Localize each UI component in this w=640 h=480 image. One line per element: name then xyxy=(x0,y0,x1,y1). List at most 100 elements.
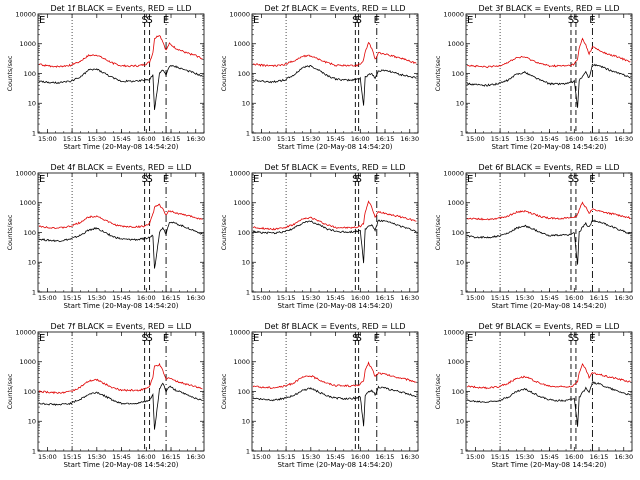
y-tick-label: 1000 xyxy=(19,358,36,366)
marker-label-e1: E xyxy=(467,174,473,185)
x-tick-label: 16:30 xyxy=(186,453,205,461)
x-tick-label: 16:30 xyxy=(186,294,205,302)
panel-title: Det 4f BLACK = Events, RED = LLD xyxy=(50,163,191,172)
marker-label-s2: S xyxy=(355,15,361,26)
events-series-line xyxy=(252,219,417,264)
marker-label-s2: S xyxy=(573,333,579,344)
plot-frame xyxy=(37,13,205,134)
events-series-line xyxy=(38,65,203,110)
x-tick-label: 16:15 xyxy=(376,294,395,302)
marker-label-e1: E xyxy=(253,333,259,344)
x-axis-label: Start Time (20-May-08 14:54:20) xyxy=(277,143,392,151)
detector-panel-4: Det 4f BLACK = Events, RED = LLD 1 10 100 10… xyxy=(6,163,205,310)
marker-label-e1: E xyxy=(39,174,45,185)
marker-label-s2: S xyxy=(355,174,361,185)
x-tick-label: 15:45 xyxy=(112,453,131,461)
x-axis-label: Start Time (20-May-08 14:54:20) xyxy=(491,143,606,151)
marker-label-s1: S xyxy=(141,15,147,26)
marker-label-s1: S xyxy=(141,333,147,344)
x-tick-label: 15:00 xyxy=(466,135,485,143)
x-tick-label: 15:45 xyxy=(112,135,131,143)
x-tick-label: 15:00 xyxy=(466,294,485,302)
marker-label-e2: E xyxy=(589,333,595,344)
x-tick-label: 15:30 xyxy=(301,135,320,143)
y-tick-label: 10 xyxy=(456,418,464,426)
x-axis-label: Start Time (20-May-08 14:54:20) xyxy=(63,143,178,151)
lld-series-line xyxy=(38,203,203,230)
x-tick-label: 16:00 xyxy=(351,135,370,143)
panel-title: Det 5f BLACK = Events, RED = LLD xyxy=(264,163,405,172)
x-tick-label: 15:00 xyxy=(38,453,57,461)
y-tick-label: 10000 xyxy=(15,328,36,336)
x-tick-label: 15:45 xyxy=(326,453,345,461)
x-tick-label: 15:00 xyxy=(38,135,57,143)
y-axis-label: Counts/sec xyxy=(6,55,14,91)
marker-label-s2: S xyxy=(146,174,152,185)
y-tick-label: 10 xyxy=(242,259,250,267)
marker-label-s2: S xyxy=(355,333,361,344)
events-series-line xyxy=(38,382,203,430)
x-tick-label: 15:30 xyxy=(87,294,106,302)
plot-frame xyxy=(465,13,633,134)
lld-series-line xyxy=(252,361,417,389)
x-axis-label: Start Time (20-May-08 14:54:20) xyxy=(277,302,392,310)
plot-frame xyxy=(37,331,205,452)
x-tick-label: 15:30 xyxy=(515,294,534,302)
y-tick-label: 1000 xyxy=(233,40,250,48)
y-axis-label: Counts/sec xyxy=(220,214,228,250)
marker-label-s1: S xyxy=(352,333,358,344)
marker-label-e1: E xyxy=(39,15,45,26)
x-tick-label: 15:30 xyxy=(515,135,534,143)
y-tick-label: 10000 xyxy=(443,328,464,336)
y-tick-label: 100 xyxy=(452,70,464,78)
y-tick-label: 10000 xyxy=(15,169,36,177)
y-tick-label: 10 xyxy=(242,418,250,426)
detector-panel-1: Det 1f BLACK = Events, RED = LLD 1 10 100 10… xyxy=(6,4,205,151)
x-axis-label: Start Time (20-May-08 14:54:20) xyxy=(63,302,178,310)
y-tick-label: 10000 xyxy=(229,328,250,336)
marker-label-e2: E xyxy=(163,15,169,26)
marker-label-s2: S xyxy=(146,15,152,26)
x-tick-label: 16:15 xyxy=(590,453,609,461)
x-tick-label: 16:15 xyxy=(376,135,395,143)
marker-label-s1: S xyxy=(352,174,358,185)
x-tick-label: 15:15 xyxy=(63,453,82,461)
y-tick-label: 1 xyxy=(460,447,464,455)
x-axis-label: Start Time (20-May-08 14:54:20) xyxy=(63,461,178,469)
x-tick-label: 15:00 xyxy=(38,294,57,302)
marker-label-e2: E xyxy=(374,174,380,185)
plot-frame xyxy=(251,331,419,452)
y-tick-label: 100 xyxy=(238,229,250,237)
x-tick-label: 16:00 xyxy=(565,294,584,302)
x-tick-label: 15:15 xyxy=(491,294,510,302)
x-tick-label: 15:15 xyxy=(491,135,510,143)
detector-panel-7: Det 7f BLACK = Events, RED = LLD 1 10 100 10… xyxy=(6,322,205,469)
y-tick-label: 10000 xyxy=(229,169,250,177)
panel-title: Det 1f BLACK = Events, RED = LLD xyxy=(50,4,191,13)
y-axis-label: Counts/sec xyxy=(434,55,442,91)
plot-frame xyxy=(465,172,633,293)
y-tick-label: 1 xyxy=(246,447,250,455)
x-tick-label: 16:30 xyxy=(400,135,419,143)
marker-label-e2: E xyxy=(589,15,595,26)
y-tick-label: 1000 xyxy=(233,358,250,366)
marker-label-s1: S xyxy=(352,15,358,26)
x-tick-label: 15:00 xyxy=(252,135,271,143)
plot-frame xyxy=(465,331,633,452)
y-axis-label: Counts/sec xyxy=(434,373,442,409)
y-tick-label: 1000 xyxy=(233,199,250,207)
panel-title: Det 9f BLACK = Events, RED = LLD xyxy=(478,322,619,331)
y-axis-label: Counts/sec xyxy=(434,214,442,250)
plot-frame xyxy=(37,172,205,293)
x-tick-label: 15:15 xyxy=(277,135,296,143)
x-tick-label: 16:00 xyxy=(351,294,370,302)
events-series-line xyxy=(467,381,631,427)
x-tick-label: 15:00 xyxy=(466,453,485,461)
marker-label-s2: S xyxy=(146,333,152,344)
x-tick-label: 16:00 xyxy=(565,135,584,143)
y-axis-label: Counts/sec xyxy=(6,373,14,409)
marker-label-s1: S xyxy=(568,15,574,26)
x-tick-label: 16:30 xyxy=(614,135,633,143)
lld-series-line xyxy=(38,35,203,68)
x-tick-label: 15:45 xyxy=(540,453,559,461)
